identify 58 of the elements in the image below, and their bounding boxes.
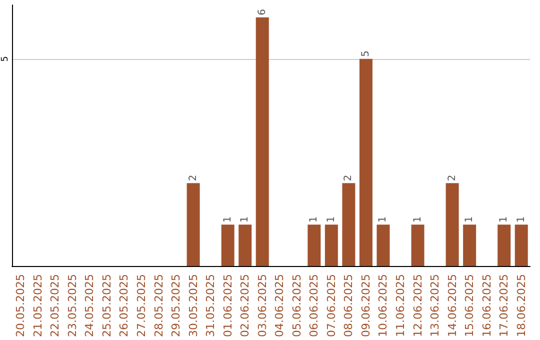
bar — [256, 17, 269, 266]
data-label: 1 — [326, 216, 337, 223]
data-label: 1 — [464, 216, 476, 223]
x-tick-label: 26.05.2025 — [118, 274, 131, 338]
bar — [463, 224, 476, 266]
data-label: 1 — [222, 216, 234, 223]
x-tick-label: 07.06.2025 — [324, 274, 338, 338]
x-tick-label: 30.05.2025 — [186, 274, 200, 338]
x-tick-label: 18.06.2025 — [514, 274, 528, 338]
x-tick-label: 02.06.2025 — [238, 274, 252, 338]
bar — [238, 224, 252, 266]
bar — [186, 183, 200, 266]
data-label: 2 — [446, 174, 458, 182]
data-label: 2 — [343, 174, 354, 182]
x-tick-label: 31.05.2025 — [204, 274, 218, 338]
x-tick-label: 08.06.2025 — [342, 274, 356, 338]
bar — [342, 183, 356, 266]
bar — [514, 224, 528, 266]
x-tick-label: 03.06.2025 — [256, 274, 269, 338]
x-tick-label: 27.05.2025 — [135, 274, 148, 338]
bar — [308, 224, 321, 266]
x-tick-label: 15.06.2025 — [463, 274, 476, 338]
x-tick-label: 01.06.2025 — [221, 274, 234, 338]
x-tick-label: 25.05.2025 — [100, 274, 114, 338]
bar — [498, 224, 511, 266]
data-label: 1 — [308, 216, 320, 223]
bar — [221, 224, 234, 266]
x-tick-label: 24.05.2025 — [83, 274, 96, 338]
x-tick-label: 09.06.2025 — [359, 274, 372, 338]
x-tick-label: 23.05.2025 — [66, 274, 79, 338]
data-label: 5 — [360, 50, 372, 57]
bar — [359, 58, 372, 266]
x-tick-label: 21.05.2025 — [31, 274, 44, 338]
bar — [411, 224, 424, 266]
bar — [324, 224, 338, 266]
x-tick-label: 16.06.2025 — [480, 274, 494, 338]
x-tick-label: 14.06.2025 — [446, 274, 459, 338]
x-tick-label: 20.05.2025 — [14, 274, 28, 338]
data-label: 1 — [498, 216, 510, 223]
x-tick-label: 28.05.2025 — [152, 274, 166, 338]
data-label: 6 — [256, 9, 268, 16]
bar — [446, 183, 459, 266]
x-tick-label: 12.06.2025 — [411, 274, 424, 338]
bar — [376, 224, 390, 266]
x-tick-label: 10.06.2025 — [376, 274, 390, 338]
data-label: 1 — [240, 216, 251, 223]
x-tick-label: 04.06.2025 — [273, 274, 286, 338]
data-label: 1 — [516, 216, 527, 223]
x-tick-label: 06.06.2025 — [308, 274, 321, 338]
x-tick-label: 11.06.2025 — [394, 274, 407, 338]
data-label: 1 — [378, 216, 389, 223]
x-tick-label: 05.06.2025 — [290, 274, 304, 338]
x-tick-label: 29.05.2025 — [170, 274, 183, 338]
x-tick-label: 22.05.2025 — [48, 274, 62, 338]
x-tick-label: 17.06.2025 — [498, 274, 511, 338]
data-label: 1 — [412, 216, 424, 223]
x-tick-label: 13.06.2025 — [428, 274, 442, 338]
data-label: 2 — [188, 174, 199, 182]
